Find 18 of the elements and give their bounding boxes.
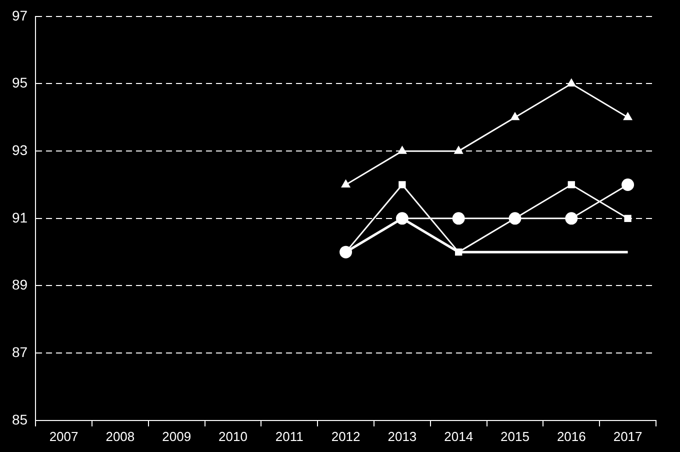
x-tick-label: 2010 (218, 428, 248, 444)
x-tick-label: 2012 (331, 428, 360, 444)
x-tick-label: 2013 (388, 428, 417, 444)
y-tick-label: 91 (12, 209, 28, 226)
x-tick-label: 2016 (556, 428, 586, 444)
x-tick-label: 2011 (275, 428, 304, 444)
x-tick-label: 2015 (500, 428, 530, 444)
x-tick-label: 2014 (444, 428, 474, 444)
x-tick-label: 2009 (162, 428, 192, 444)
y-tick-label: 97 (12, 7, 28, 24)
x-tick-label: 2017 (613, 428, 642, 444)
x-tick-label: 2007 (49, 428, 78, 444)
y-tick-label: 95 (12, 74, 28, 91)
x-tick-label: 2008 (106, 428, 135, 444)
y-tick-label: 85 (12, 411, 28, 428)
y-tick-label: 93 (12, 142, 28, 158)
y-tick-label: 89 (12, 276, 28, 293)
y-tick-label: 87 (12, 344, 28, 360)
